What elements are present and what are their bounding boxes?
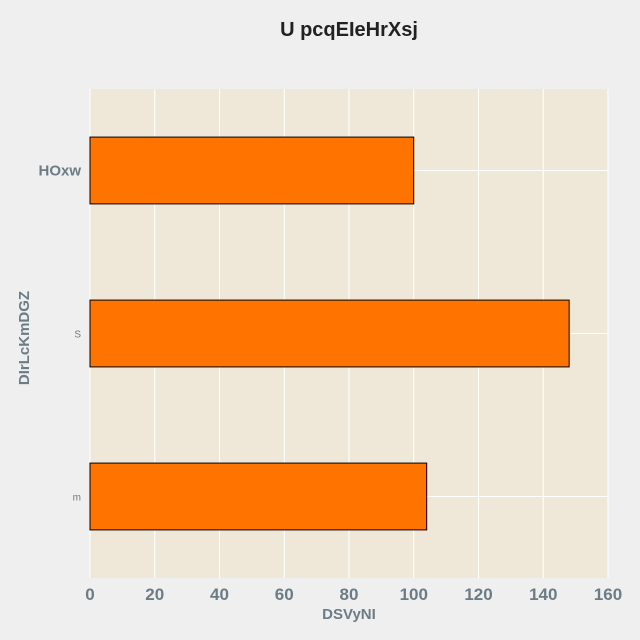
x-tick-label: 80 — [340, 585, 359, 604]
chart-title: U pcqEIeHrXsj — [280, 19, 418, 41]
y-axis-label: DIrLcKmDGZ — [16, 291, 33, 385]
bar-m — [89, 462, 428, 531]
y-tick-label: S — [74, 330, 81, 341]
bar-s — [89, 299, 570, 368]
x-axis-label: DSVyNI — [322, 606, 376, 623]
x-tick-label: 20 — [145, 585, 164, 604]
x-tick-label: 60 — [275, 585, 294, 604]
x-tick-label: 40 — [210, 585, 229, 604]
x-tick-label: 160 — [594, 585, 622, 604]
x-tick-label: 140 — [529, 585, 557, 604]
bar-hoxw — [89, 136, 415, 205]
bars — [89, 136, 570, 531]
y-tick-label: m — [73, 493, 81, 504]
x-tick-label: 0 — [85, 585, 94, 604]
x-tick-label: 120 — [464, 585, 492, 604]
x-tick-label: 100 — [400, 585, 428, 604]
ticks: 0 20 40 60 80 100 120 140 160 HOxw Sm — [38, 163, 622, 605]
y-tick-label: HOxw — [38, 163, 81, 180]
